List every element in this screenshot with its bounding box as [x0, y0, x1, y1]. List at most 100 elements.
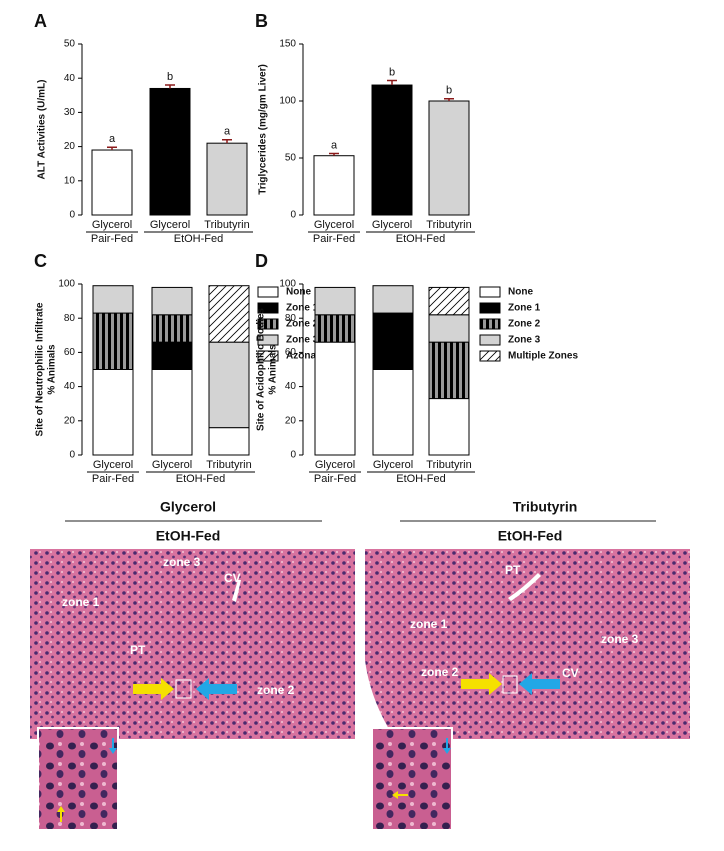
arrow	[109, 738, 117, 754]
error-bar	[387, 79, 397, 86]
error-bar	[444, 97, 454, 101]
bar-segment	[428, 314, 470, 343]
legend-label: Zone 1	[286, 303, 319, 314]
x-tick-label: Tributyrin	[204, 219, 249, 231]
legend-label: Zone 3	[508, 335, 541, 346]
bar-segment	[208, 341, 250, 429]
bar-segment	[428, 341, 470, 400]
bar-segment	[92, 285, 134, 314]
y-tick-label: 0	[69, 210, 75, 221]
legend-label: Zone 3	[286, 335, 319, 346]
bar	[206, 142, 248, 216]
vessel	[232, 580, 241, 602]
x-tick-label: Glycerol	[315, 459, 355, 471]
region-label: zone 3	[163, 555, 201, 569]
y-tick-label: 40	[64, 73, 76, 84]
y-tick-label: 100	[279, 96, 296, 107]
y-tick-label: 60	[64, 347, 76, 358]
error-bar	[165, 84, 175, 89]
histology-heading: Tributyrin	[513, 499, 578, 515]
legend-swatch	[257, 302, 279, 314]
y-axis-label: Site of Neutrophilic Infiltrate	[35, 302, 46, 436]
y-tick-label: 20	[285, 415, 297, 426]
panel-letter: D	[255, 251, 268, 271]
inset	[37, 727, 119, 831]
legend-swatch	[479, 302, 501, 314]
bar-segment	[314, 314, 356, 343]
y-axis-label: Triglycerides (mg/gm Liver)	[258, 64, 269, 195]
x-tick-label: Glycerol	[372, 219, 412, 231]
bar	[428, 100, 470, 216]
histology-subheading: EtOH-Fed	[498, 528, 563, 544]
arrow	[196, 678, 237, 700]
bar-segment	[208, 285, 250, 343]
legend-swatch	[257, 350, 279, 362]
arrow	[392, 791, 408, 799]
significance-letter: b	[167, 71, 173, 83]
group-label: EtOH-Fed	[396, 473, 446, 485]
legend-swatch	[479, 286, 501, 298]
legend-swatch	[479, 334, 501, 346]
bar-segment	[92, 369, 134, 456]
arrow	[519, 673, 560, 695]
y-tick-label: 100	[58, 279, 75, 290]
bar	[371, 84, 413, 216]
group-label: EtOH-Fed	[176, 473, 226, 485]
arrow	[461, 673, 502, 695]
error-bar	[329, 152, 339, 156]
legend-swatch	[479, 318, 501, 330]
region-label: PT	[130, 643, 146, 657]
inset-box	[502, 675, 518, 694]
legend-label: Zone 2	[286, 319, 319, 330]
y-tick-label: 50	[285, 153, 297, 164]
group-label: Pair-Fed	[91, 233, 133, 245]
y-axis-label: % Animals	[47, 344, 58, 395]
group-label: EtOH-Fed	[396, 233, 446, 245]
legend-label: Zone 1	[508, 303, 541, 314]
legend-swatch	[479, 350, 501, 362]
x-tick-label: Glycerol	[93, 459, 133, 471]
y-tick-label: 20	[64, 141, 76, 152]
bar-segment	[372, 285, 414, 314]
y-tick-label: 0	[290, 210, 296, 221]
histology-panels: Glycerol EtOH-Fed Tributyrin EtOH-Fed zo…	[30, 499, 690, 831]
x-tick-label: Glycerol	[314, 219, 354, 231]
x-tick-label: Tributyrin	[206, 459, 251, 471]
bar-segment	[428, 286, 470, 316]
region-label: zone 2	[257, 683, 295, 697]
legend-label: Zone 2	[508, 319, 541, 330]
bar	[91, 149, 133, 216]
y-tick-label: 60	[285, 347, 297, 358]
x-tick-label: Tributyrin	[426, 219, 471, 231]
error-bar	[222, 139, 232, 144]
y-tick-label: 80	[285, 313, 297, 324]
region-label: zone 2	[421, 665, 459, 679]
region-label: PT	[505, 563, 521, 577]
y-tick-label: 0	[290, 450, 296, 461]
bar-segment	[428, 398, 470, 456]
significance-letter: a	[109, 133, 116, 145]
error-bar	[107, 146, 117, 151]
y-tick-label: 30	[64, 107, 76, 118]
bar-segment	[314, 286, 356, 316]
vessel	[508, 573, 541, 601]
bar-segment	[208, 427, 250, 456]
legend-label: None	[286, 287, 311, 298]
bar	[313, 155, 355, 216]
region-label: CV	[224, 571, 241, 585]
legend-swatch	[257, 318, 279, 330]
group-label: Pair-Fed	[313, 233, 355, 245]
x-tick-label: Glycerol	[150, 219, 190, 231]
legend-swatch	[257, 334, 279, 346]
region-label: zone 1	[410, 617, 448, 631]
region-label: zone 3	[601, 632, 639, 646]
panel-letter: A	[34, 11, 47, 31]
micrograph	[30, 549, 355, 739]
bar-segment	[92, 312, 134, 371]
y-tick-label: 20	[64, 415, 76, 426]
legend-swatch	[257, 286, 279, 298]
micrograph	[365, 549, 690, 739]
inset	[371, 727, 453, 831]
x-tick-label: Glycerol	[152, 459, 192, 471]
y-tick-label: 80	[64, 313, 76, 324]
